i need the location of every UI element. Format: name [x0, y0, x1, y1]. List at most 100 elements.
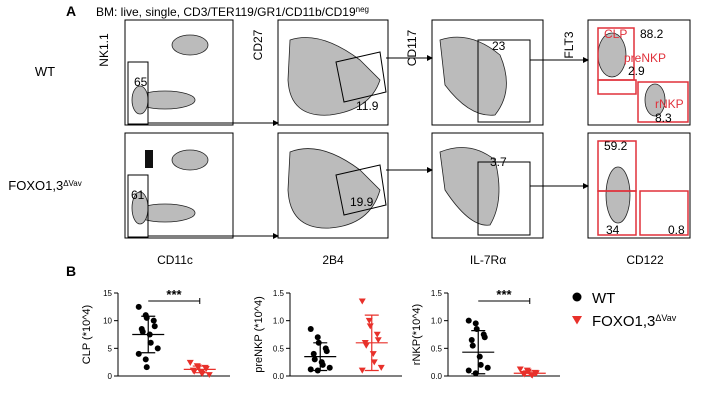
data-point	[150, 317, 157, 324]
data-point	[311, 356, 318, 363]
y-axis-label: rNKP(*10^4)	[411, 304, 423, 365]
gate-value: 0.8	[668, 223, 685, 237]
data-point	[310, 350, 317, 357]
data-point	[314, 334, 321, 341]
data-point	[362, 342, 370, 349]
data-point	[205, 372, 213, 379]
axis-label: FLT3	[562, 31, 576, 58]
y-tick-label: 10	[103, 317, 112, 326]
data-point	[139, 328, 146, 335]
y-tick-label: 1.0	[273, 317, 285, 326]
axis-label: 2B4	[322, 253, 344, 267]
data-point	[377, 364, 385, 371]
data-point	[307, 325, 314, 332]
axis-label: CD117	[405, 29, 419, 66]
axis-label: CD122	[626, 253, 664, 267]
data-point	[374, 337, 382, 344]
gate-value: 23	[492, 39, 506, 53]
error-bar	[522, 370, 537, 377]
y-tick-label: 5	[108, 344, 113, 353]
legend-marker	[572, 292, 582, 302]
legend-sup: ΔVav	[655, 313, 676, 323]
data-point	[190, 368, 198, 375]
gate-value: 65	[134, 75, 148, 89]
legend-name: FOXO1,3	[592, 313, 655, 330]
data-point	[469, 342, 476, 349]
row-label-text: FOXO1,3	[8, 178, 63, 193]
legend-label: FOXO1,3ΔVav	[592, 313, 677, 330]
axis-label: NK1.1	[97, 33, 111, 67]
data-point	[319, 361, 326, 368]
data-point	[472, 320, 479, 327]
legend-name: WT	[592, 290, 615, 307]
data-point	[358, 367, 366, 374]
data-point	[524, 368, 532, 375]
data-point	[151, 323, 158, 330]
data-point	[484, 364, 491, 371]
y-tick-label: 1.5	[273, 289, 285, 298]
legend-label: WT	[592, 290, 615, 307]
data-point	[465, 317, 472, 324]
y-axis-label: CLP (*10^4)	[81, 305, 93, 364]
gate-value: 8.3	[655, 111, 672, 125]
y-tick-label: 0.0	[273, 372, 285, 381]
data-point	[307, 366, 314, 373]
data-point	[142, 356, 149, 363]
y-axis-label: preNKP (*10^4)	[253, 296, 265, 373]
data-point	[147, 339, 154, 346]
data-point	[477, 361, 484, 368]
data-point	[369, 351, 377, 358]
gate-value: 11.9	[356, 99, 379, 113]
data-point	[358, 298, 366, 305]
gate-value: 2.9	[628, 64, 645, 78]
gate-value: 3.7	[490, 155, 507, 169]
y-tick-label: 0.5	[431, 344, 443, 353]
flow-plots	[124, 19, 691, 239]
data-point	[481, 334, 488, 341]
error-bar	[141, 315, 156, 354]
header-sup: neg	[356, 5, 369, 14]
data-point	[516, 366, 524, 373]
data-point	[326, 364, 333, 371]
data-point	[465, 367, 472, 374]
row-label: FOXO1,3ΔVav	[8, 178, 81, 193]
data-point	[366, 323, 374, 330]
row-label-sup: ΔVav	[63, 179, 82, 188]
y-tick-label: 15	[103, 289, 112, 298]
panel-label: A	[66, 3, 76, 19]
annotation: ***	[496, 287, 512, 302]
axis-label: CD11c	[157, 253, 193, 267]
gate-name: CLP	[604, 27, 627, 41]
gate-name: rNKP	[655, 97, 684, 111]
panel-label: B	[66, 263, 76, 279]
data-point	[135, 350, 142, 357]
gate-value: 88.2	[640, 27, 664, 41]
y-tick-label: 1.5	[431, 289, 443, 298]
header: BM: live, single, CD3/TER119/GR1/CD11b/C…	[96, 5, 369, 20]
y-tick-label: 0	[108, 372, 113, 381]
data-point	[365, 317, 373, 324]
data-point	[143, 364, 150, 371]
data-point	[520, 371, 528, 378]
data-point	[370, 359, 378, 366]
error-bar	[192, 365, 207, 374]
error-bar	[364, 314, 379, 372]
gate-value: 19.9	[350, 195, 374, 209]
header-text: BM: live, single, CD3/TER119/GR1/CD11b/C…	[96, 5, 356, 19]
annotation: ***	[166, 287, 182, 302]
y-tick-label: 1.0	[431, 317, 443, 326]
data-point	[323, 348, 330, 355]
error-bar	[313, 342, 328, 372]
axis-label: CD27	[251, 29, 265, 60]
legend-marker	[572, 316, 582, 325]
y-tick-label: 0.0	[431, 372, 443, 381]
data-point	[154, 345, 161, 352]
row-label: WT	[35, 64, 55, 79]
axis-label: IL-7Rα	[470, 253, 506, 267]
data-point	[135, 303, 142, 310]
gate-value: 34	[606, 223, 620, 237]
data-point	[186, 359, 194, 366]
error-bar	[471, 330, 486, 375]
data-point	[373, 331, 381, 338]
